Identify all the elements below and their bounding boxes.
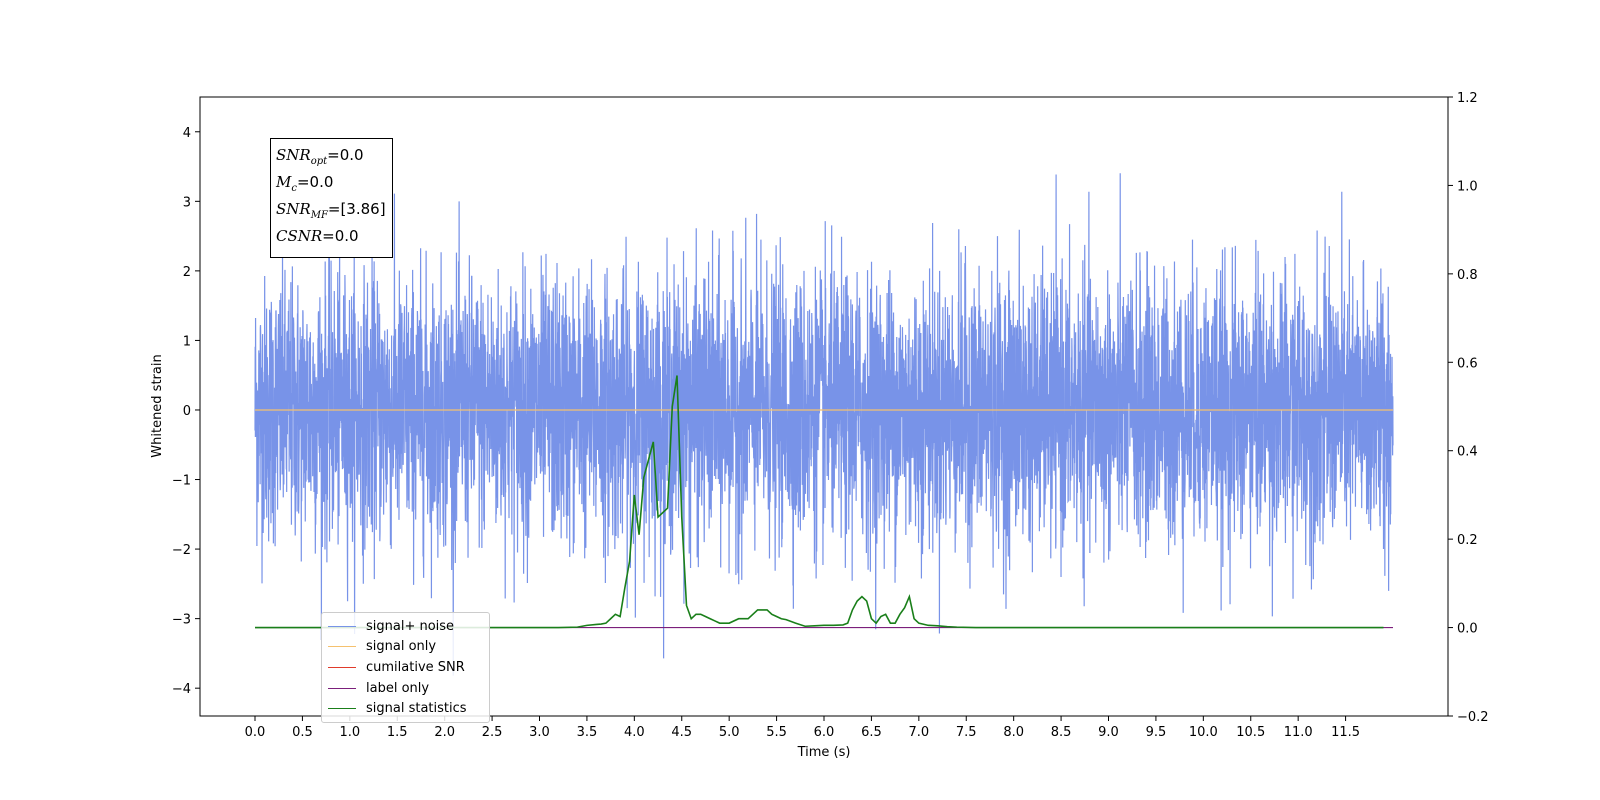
x-tick-label: 1.0 [339,725,360,740]
x-tick-label: 3.0 [529,725,550,740]
x-tick-label: 2.0 [434,725,455,740]
x-tick-label: 8.5 [1051,725,1072,740]
stat-mc: Mc=0.0 [276,173,334,194]
legend-swatch [328,646,356,648]
legend-item-label-only: label only [328,678,485,699]
y-axis-left: −4 −3 −2 −1 0 1 2 3 4 [172,126,200,697]
chart-legend: signal+ noise signal only cumilative SNR… [321,612,490,723]
y-right-tick-label: 0.4 [1457,445,1478,460]
y-right-tick-label: 0.2 [1457,533,1478,548]
legend-swatch [328,708,356,710]
y-right-tick-label: 0.8 [1457,268,1478,283]
stat-snr-opt: SNRopt=0.0 [276,146,364,167]
y-left-tick-label: −4 [172,682,191,697]
x-tick-label: 1.5 [387,725,408,740]
x-tick-label: 10.5 [1236,725,1265,740]
y-left-tick-label: 1 [183,334,191,349]
legend-item-signal-noise: signal+ noise [328,616,485,637]
x-tick-label: 6.5 [861,725,882,740]
y-left-tick-label: −2 [172,543,191,558]
y-left-tick-label: 3 [183,195,191,210]
y-axis-title: Whitened strain [150,354,165,457]
x-tick-label: 0.5 [292,725,313,740]
legend-swatch [328,687,356,689]
y-right-tick-label: −0.2 [1457,710,1489,725]
series-signal-plus-noise [254,173,1394,676]
x-axis: 0.0 0.5 1.0 1.5 2.0 2.5 3.0 3.5 4.0 4.5 5.0 5.5 6.0 6… [245,716,1360,740]
x-tick-label: 8.0 [1003,725,1024,740]
x-tick-label: 11.0 [1284,725,1313,740]
x-tick-label: 5.5 [766,725,787,740]
y-left-tick-label: 2 [183,265,191,280]
stat-snr-mf: SNRMF=[3.86] [276,200,386,221]
x-tick-label: 3.5 [577,725,598,740]
series-line-signal-statistics [255,375,1384,629]
y-right-tick-label: 0.0 [1457,622,1478,637]
x-tick-label: 9.0 [1098,725,1119,740]
legend-item-signal-only: signal only [328,637,485,658]
y-left-tick-label: 0 [183,404,191,419]
x-tick-label: 4.5 [671,725,692,740]
y-left-tick-label: −3 [172,613,191,628]
stat-csnr: CSNR=0.0 [276,227,359,245]
y-right-tick-label: 0.6 [1457,356,1478,371]
x-tick-label: 9.5 [1146,725,1167,740]
x-tick-label: 7.5 [956,725,977,740]
y-left-tick-label: 4 [183,126,191,141]
legend-swatch [328,625,356,627]
x-tick-label: 5.0 [719,725,740,740]
x-tick-label: 2.5 [482,725,503,740]
legend-swatch [328,666,356,668]
x-tick-label: 11.5 [1331,725,1360,740]
y-left-tick-label: −1 [172,474,191,489]
series-line-signal-plus-noise [254,173,1394,676]
stats-annotation-box: SNRopt=0.0 Mc=0.0 SNRMF=[3.86] CSNR=0.0 [270,138,393,258]
x-tick-label: 6.0 [814,725,835,740]
y-right-tick-label: 1.0 [1457,179,1478,194]
x-tick-label: 0.0 [245,725,266,740]
legend-item-cumulative-snr: cumilative SNR [328,657,485,678]
y-right-tick-label: 1.2 [1457,91,1478,106]
y-axis-right: −0.2 0.0 0.2 0.4 0.6 0.8 1.0 1.2 [1448,91,1489,725]
x-axis-title: Time (s) [797,745,851,760]
legend-item-signal-statistics: signal statistics [328,698,485,719]
x-tick-label: 4.0 [624,725,645,740]
x-tick-label: 10.0 [1189,725,1218,740]
x-tick-label: 7.0 [908,725,929,740]
